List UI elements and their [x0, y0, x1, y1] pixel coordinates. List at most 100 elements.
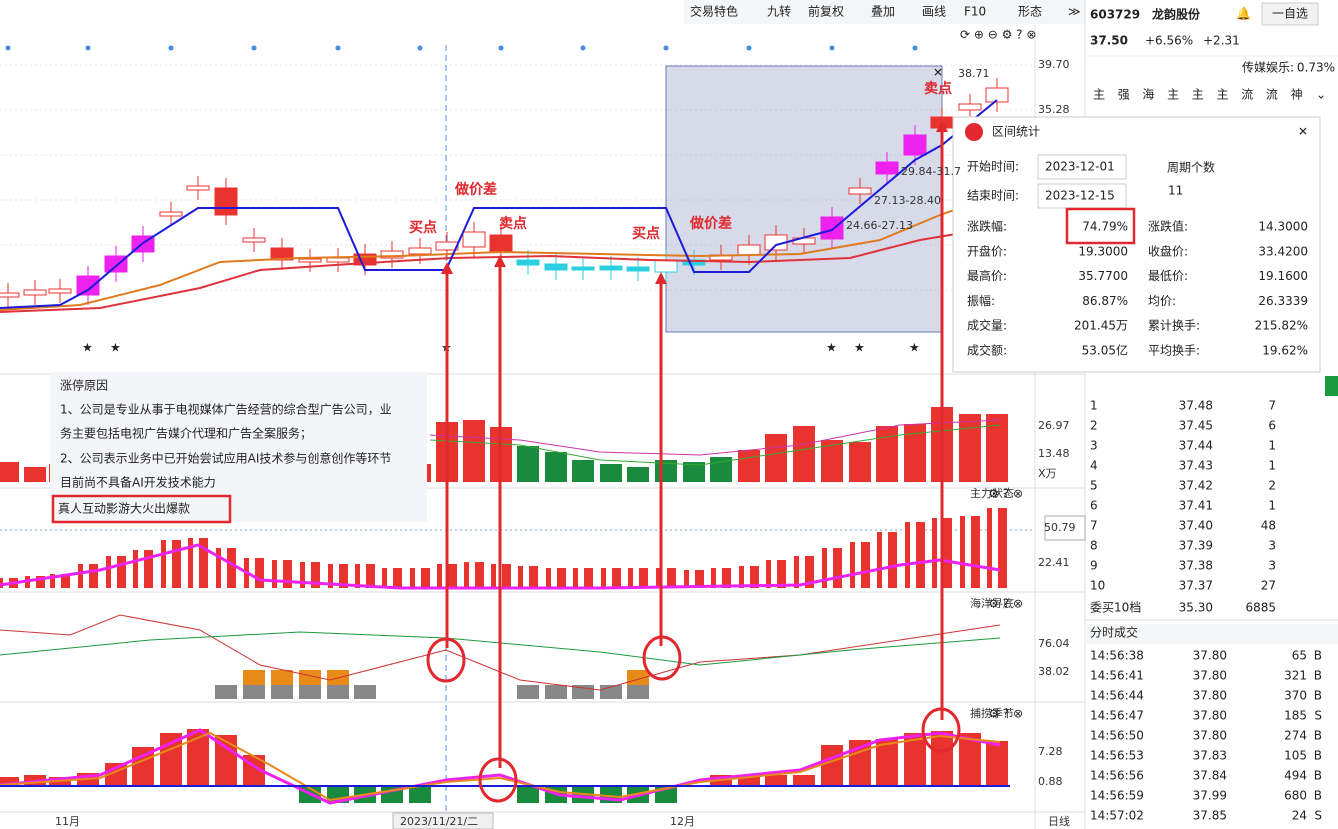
decoration: [710, 457, 732, 482]
book-volume: 1: [1268, 459, 1276, 473]
toolbar-button[interactable]: 叠加: [871, 5, 895, 19]
toolbar-button[interactable]: 形态: [1018, 5, 1042, 19]
decoration: [936, 120, 948, 132]
decoration: [876, 426, 898, 482]
decoration: [910, 522, 916, 588]
tag[interactable]: 强: [1118, 88, 1130, 102]
decoration: [23, 289, 47, 296]
decoration: [221, 548, 227, 588]
tag[interactable]: 流: [1266, 88, 1278, 102]
book-price: 37.42: [1179, 479, 1213, 493]
trade-price: 37.80: [1193, 649, 1227, 663]
toolbar-button[interactable]: 画线: [922, 5, 946, 19]
decoration: [848, 187, 872, 195]
stat-label: 收盘价:: [1148, 243, 1188, 258]
panel-tick: 22.41: [1038, 556, 1070, 569]
tag[interactable]: 主: [1167, 88, 1179, 102]
tag[interactable]: 主: [1093, 88, 1105, 102]
expand[interactable]: ≫: [1068, 5, 1081, 19]
decoration: ★: [854, 341, 865, 355]
decoration: [545, 452, 567, 482]
decoration: [298, 258, 322, 263]
tag[interactable]: 主: [1217, 88, 1229, 102]
toolbar-button[interactable]: 九转: [767, 4, 791, 19]
decoration: [305, 562, 311, 588]
decoration: [111, 556, 117, 588]
decoration: [435, 241, 459, 251]
trade-volume: 274: [1284, 729, 1307, 743]
stat-label: 均价:: [1148, 294, 1176, 308]
stat-value: 53.05亿: [1082, 343, 1128, 358]
decoration: [0, 777, 19, 785]
bar-indicator: [1325, 376, 1338, 396]
stat-label: 累计换手:: [1148, 319, 1200, 333]
field-label: 结束时间:: [967, 189, 1019, 203]
decoration: [516, 259, 540, 266]
tag[interactable]: 神: [1291, 88, 1303, 102]
trade-price: 37.84: [1193, 769, 1227, 783]
tag[interactable]: 流: [1241, 88, 1253, 102]
close-selection[interactable]: ✕: [933, 66, 943, 80]
decoration: [986, 741, 1008, 785]
decoration: [654, 259, 678, 273]
watch-button[interactable]: 一自选: [1272, 7, 1308, 21]
decoration: [642, 635, 682, 681]
trade-volume: 185: [1284, 709, 1307, 723]
trade-price: 37.80: [1193, 669, 1227, 683]
decoration: [580, 45, 586, 51]
decoration: [0, 292, 20, 298]
decoration: [829, 45, 835, 51]
stat-label: 振幅:: [967, 293, 995, 308]
decoration: [517, 785, 539, 803]
watch-button[interactable]: [1261, 2, 1319, 26]
trades-title: 分时成交: [1090, 625, 1138, 640]
chart-tools[interactable]: ⟳ ⊕ ⊖ ⚙ ? ⊗: [960, 28, 1036, 42]
trade-side: B: [1314, 669, 1322, 683]
decoration: [655, 272, 667, 284]
decoration: [48, 288, 72, 294]
decoration: [429, 424, 1001, 466]
trade-volume: 370: [1284, 689, 1307, 703]
trade-volume: 494: [1284, 769, 1307, 783]
decoration: [429, 419, 1001, 456]
decoration: [959, 414, 981, 482]
highlight-box: [51, 494, 232, 524]
decoration: [408, 247, 432, 255]
panel-title: 捕捞季节: [970, 706, 1014, 720]
toolbar-button[interactable]: 交易特色: [690, 4, 738, 19]
decoration: [243, 670, 265, 685]
book-index: 2: [1090, 419, 1098, 433]
selection-range: [665, 65, 943, 333]
book-volume: 7: [1268, 399, 1276, 413]
reason-line: 目前尚不具备AI开发技术能力: [60, 475, 216, 490]
toolbar: [684, 0, 1084, 24]
field-label: 开始时间:: [967, 160, 1019, 174]
toolbar-button[interactable]: 前复权: [808, 4, 844, 19]
book-volume: 1: [1268, 499, 1276, 513]
stat-value: 201.45万: [1074, 319, 1128, 333]
popup-close[interactable]: ✕: [1298, 125, 1308, 139]
tag[interactable]: 主: [1192, 88, 1204, 102]
alert-icon[interactable]: 🔔: [1236, 7, 1251, 21]
decoration: ★: [826, 341, 837, 355]
level-label: 38.71: [958, 67, 990, 80]
decoration: [354, 685, 376, 699]
decoration: [627, 467, 649, 482]
trade-price: 37.99: [1193, 789, 1227, 803]
start-input[interactable]: [1037, 154, 1127, 180]
volume-axis-label: 13.48: [1038, 447, 1070, 460]
trade-price: 37.80: [1193, 729, 1227, 743]
decoration: [626, 266, 650, 272]
decoration: [214, 187, 238, 216]
panel-tick: 7.28: [1038, 745, 1063, 758]
decoration: [793, 426, 815, 482]
toolbar-button[interactable]: F10: [964, 5, 986, 19]
decoration: [986, 414, 1008, 482]
stat-label: 平均换手:: [1148, 344, 1200, 358]
signal-label: 卖点: [924, 80, 952, 97]
signal-label: 卖点: [499, 215, 527, 232]
decoration: [746, 45, 752, 51]
tag[interactable]: 海: [1142, 87, 1154, 102]
book-index: 8: [1090, 539, 1098, 553]
decoration: [578, 568, 584, 588]
